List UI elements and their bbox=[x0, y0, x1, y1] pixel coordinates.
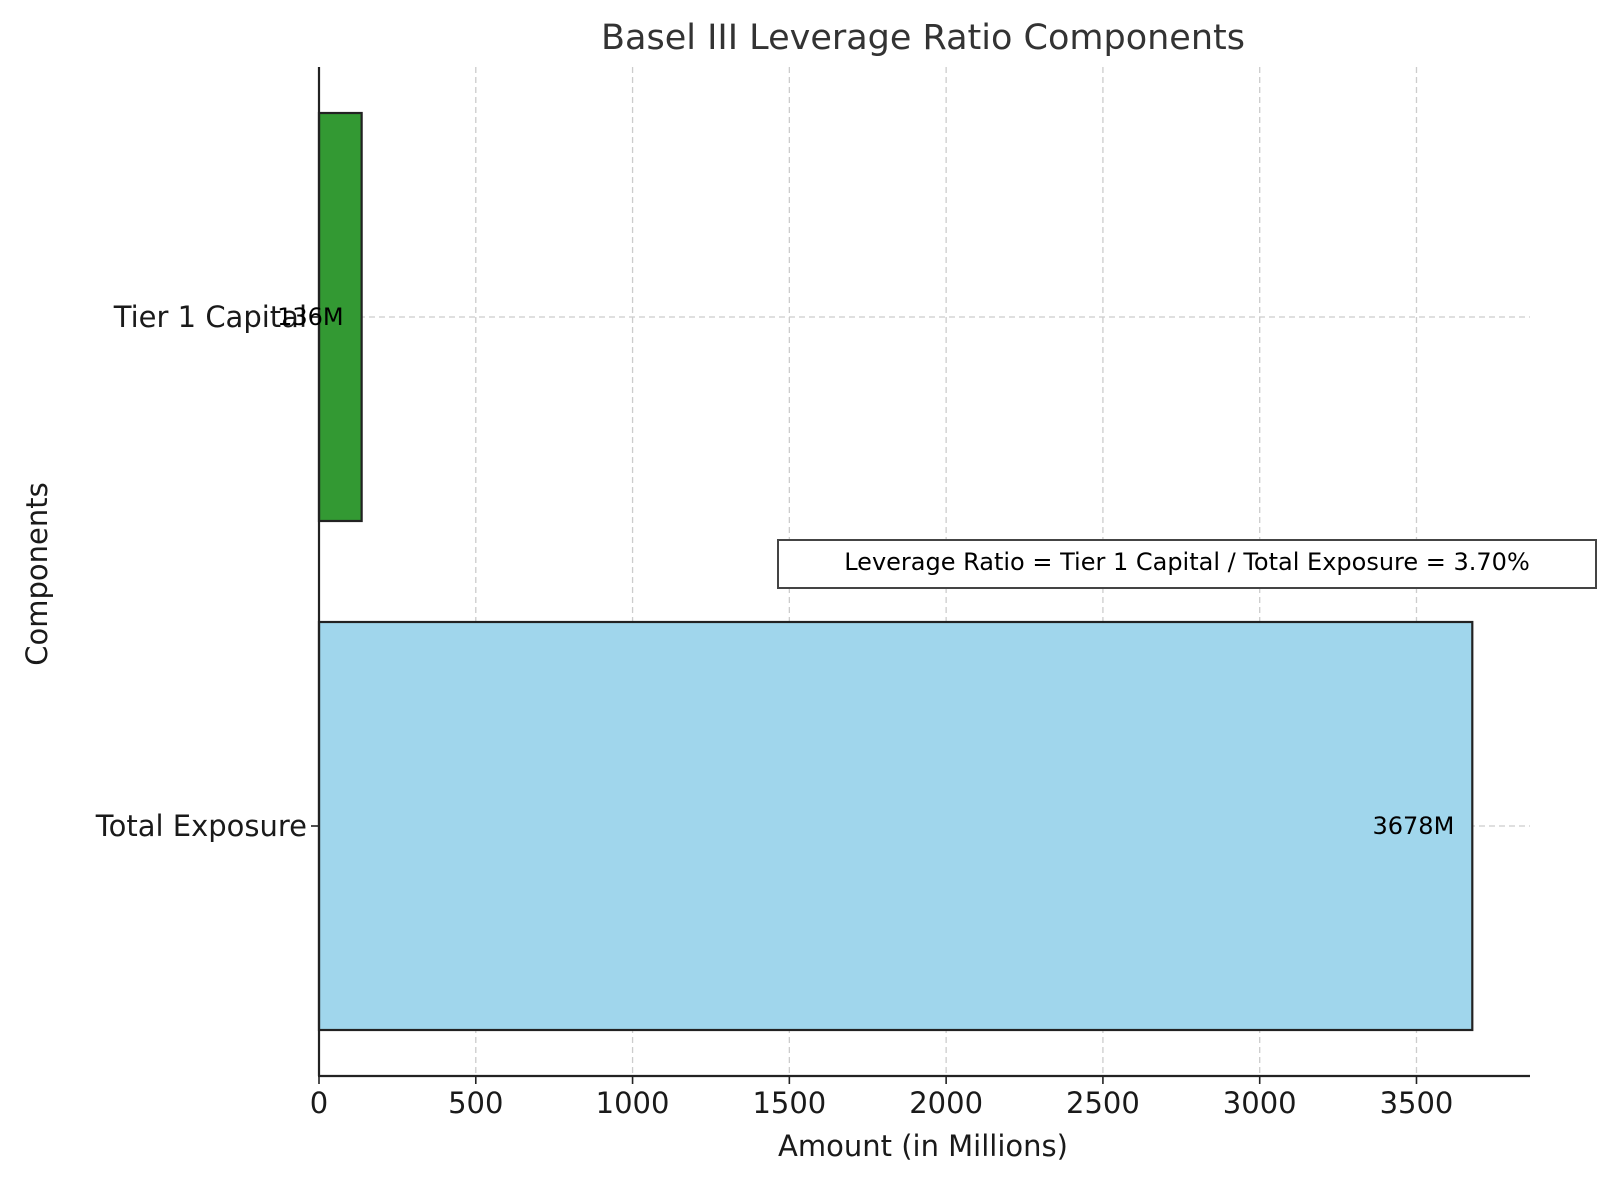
bar-tier-1-capital bbox=[317, 111, 363, 523]
x-tick-label: 3000 bbox=[1223, 1086, 1297, 1120]
x-tick-label: 1000 bbox=[596, 1086, 670, 1120]
x-tick-label: 500 bbox=[448, 1086, 503, 1120]
annotation-text: Leverage Ratio = Tier 1 Capital / Total … bbox=[844, 548, 1530, 576]
x-axis-label: Amount (in Millions) bbox=[778, 1129, 1068, 1163]
axes bbox=[317, 67, 1530, 1078]
x-tick-label: 2000 bbox=[909, 1086, 983, 1120]
data-labels: 3678M 136M bbox=[277, 303, 1454, 840]
bar-total-exposure bbox=[317, 620, 1474, 1032]
bar-value-label: 136M bbox=[277, 303, 344, 331]
x-tick-label: 2500 bbox=[1066, 1086, 1140, 1120]
x-ticks: 0 500 1000 1500 2000 2500 3000 3500 bbox=[310, 1076, 1454, 1120]
bar-value-label: 3678M bbox=[1373, 812, 1455, 840]
annotation-box: Leverage Ratio = Tier 1 Capital / Total … bbox=[777, 539, 1597, 589]
x-tick-label: 1500 bbox=[752, 1086, 826, 1120]
bars bbox=[317, 111, 1474, 1032]
y-tick-label: Total Exposure bbox=[95, 809, 307, 843]
x-tick-label: 3500 bbox=[1380, 1086, 1454, 1120]
y-ticks: Total Exposure Tier 1 Capital bbox=[95, 300, 319, 843]
x-tick-label: 0 bbox=[310, 1086, 328, 1120]
chart-title: Basel III Leverage Ratio Components bbox=[601, 18, 1245, 58]
y-axis-label: Components bbox=[20, 482, 54, 665]
annotation-frame bbox=[777, 539, 1597, 589]
y-tick-label: Tier 1 Capital bbox=[113, 300, 307, 334]
